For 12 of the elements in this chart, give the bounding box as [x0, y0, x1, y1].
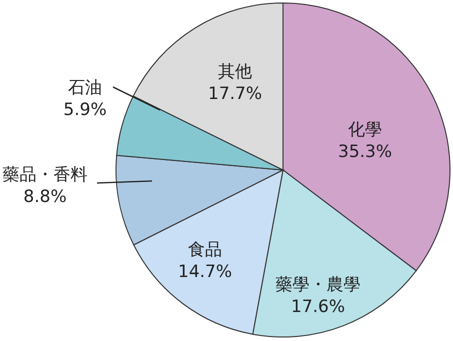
slice-label: 其他 [218, 62, 252, 82]
data-label: 17.7% [208, 84, 262, 104]
slice-label: 藥學・農學 [276, 275, 360, 295]
slice-label: 石油 [68, 78, 102, 98]
data-label: 5.9% [63, 100, 107, 120]
slice-label: 食品 [188, 240, 222, 260]
data-label: 35.3% [338, 142, 392, 162]
data-label: 8.8% [23, 187, 67, 207]
data-label: 17.6% [290, 297, 346, 317]
data-label: 14.7% [178, 262, 232, 282]
slice-label: 化學 [348, 120, 382, 140]
slice-label: 藥品・香料 [2, 165, 88, 185]
